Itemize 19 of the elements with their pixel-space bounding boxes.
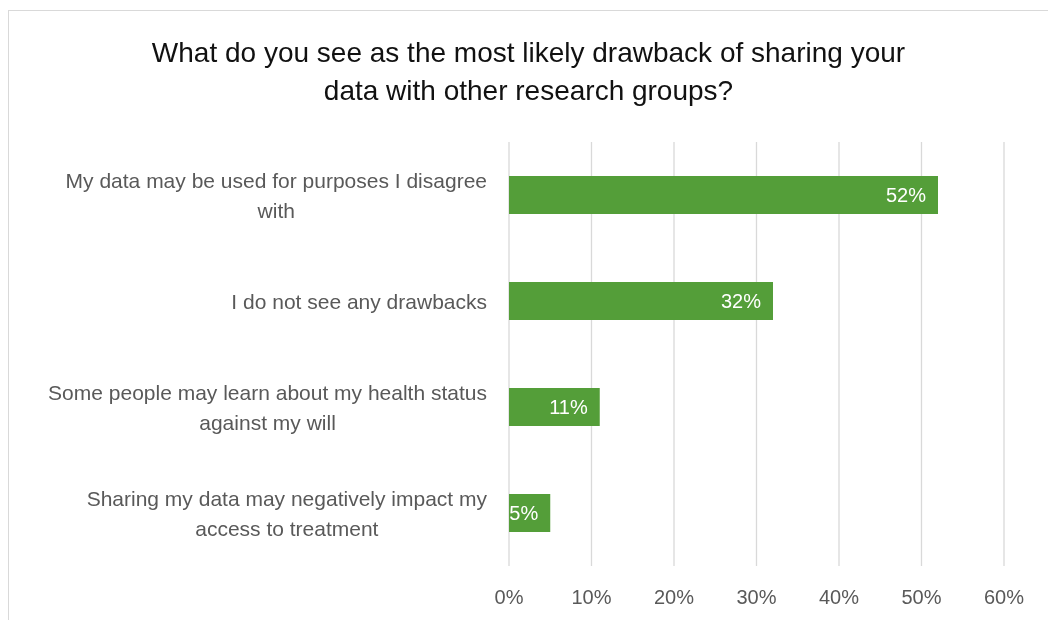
data-label: 52% [885,184,927,207]
x-tick-label: 30% [736,586,777,609]
bar [509,281,773,320]
data-label: 32% [720,290,762,313]
y-tick-label: Some people may learn about my health status against my will [48,380,487,434]
y-tick-label: I do not see any drawbacks [231,289,487,313]
x-tick-label: 60% [983,586,1025,609]
x-tick-label: 50% [901,586,942,609]
y-tick-label: Sharing my data may negatively impact my access to treatment [86,486,488,540]
bar [509,387,600,426]
data-label: 5% [509,502,539,525]
x-tick-label: 40% [818,586,860,609]
bar [509,175,938,214]
x-tick-label: 10% [571,586,612,609]
x-tick-label: 20% [653,586,695,609]
chart-title: What do you see as the most likely drawback of sharing your data with other research groups? [150,36,907,108]
data-label: 11% [549,396,588,419]
x-tick-label: 0% [494,586,524,609]
y-tick-label: My data may be used for purposes I disagree with [65,168,488,222]
